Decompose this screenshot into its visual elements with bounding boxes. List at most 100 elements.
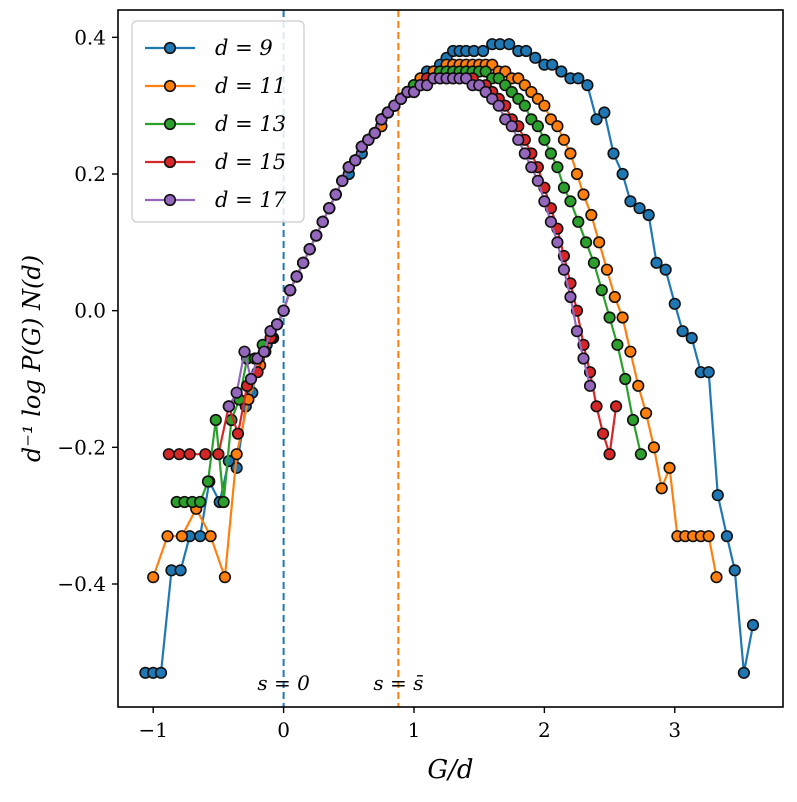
data-point xyxy=(564,147,577,160)
data-point xyxy=(595,284,608,297)
data-point xyxy=(546,58,559,71)
data-point xyxy=(257,345,271,358)
data-point xyxy=(557,263,571,276)
legend-label: d = 17 xyxy=(215,188,287,212)
data-point xyxy=(598,106,611,119)
legend-swatch-marker xyxy=(163,117,177,131)
data-point xyxy=(632,379,645,392)
legend-box xyxy=(131,20,305,223)
legend-item-0: d = 9 xyxy=(145,36,273,60)
data-point xyxy=(529,51,542,64)
legend-item-3: d = 15 xyxy=(145,150,286,174)
data-point xyxy=(624,345,637,358)
data-point xyxy=(520,44,533,58)
data-point xyxy=(329,188,342,201)
data-point xyxy=(581,79,594,92)
data-point xyxy=(564,290,577,304)
data-point xyxy=(572,215,585,228)
data-point xyxy=(503,38,516,51)
data-point xyxy=(616,311,629,324)
data-point xyxy=(544,147,558,160)
data-point xyxy=(209,413,222,427)
vline-label-0: s = 0 xyxy=(257,671,310,695)
legend-swatch-marker xyxy=(163,193,177,207)
x-tick-label-1: 0 xyxy=(277,718,290,742)
data-point xyxy=(303,243,316,256)
data-point xyxy=(551,120,564,133)
data-point xyxy=(619,372,632,386)
data-point xyxy=(505,120,518,133)
data-point xyxy=(270,318,284,331)
data-point xyxy=(607,147,620,160)
data-point xyxy=(711,489,724,502)
data-point xyxy=(600,263,614,276)
data-point xyxy=(633,202,646,215)
y-tick-label-3: 0.2 xyxy=(74,162,106,186)
data-point xyxy=(737,666,750,679)
y-tick-label-4: 0.4 xyxy=(74,25,106,49)
data-point xyxy=(676,325,689,338)
x-tick-label-4: 3 xyxy=(668,718,681,742)
vline-label-1: s = s̄ xyxy=(373,671,423,695)
data-point xyxy=(201,475,215,488)
data-point xyxy=(531,174,544,187)
y-tick-label-1: −0.2 xyxy=(57,435,106,459)
data-point xyxy=(336,174,349,187)
data-point xyxy=(147,571,160,584)
data-point xyxy=(194,495,207,509)
data-point xyxy=(154,666,168,679)
x-tick-label-2: 1 xyxy=(408,718,421,742)
data-point xyxy=(544,215,558,228)
legend-swatch-marker xyxy=(163,79,177,93)
data-point xyxy=(580,236,593,249)
data-point xyxy=(702,366,715,379)
data-point xyxy=(297,256,310,269)
data-point xyxy=(596,427,610,440)
data-point xyxy=(218,571,232,584)
data-point xyxy=(538,195,551,208)
data-point xyxy=(512,133,525,146)
data-point xyxy=(230,386,243,399)
legend-swatch-marker xyxy=(163,41,177,55)
data-point xyxy=(199,448,212,461)
data-point xyxy=(746,618,760,632)
data-point xyxy=(642,208,655,222)
legend-label: d = 15 xyxy=(215,150,286,174)
data-point xyxy=(608,290,621,304)
data-point xyxy=(323,202,336,215)
data-point xyxy=(603,448,616,461)
legend-label: d = 13 xyxy=(215,112,286,136)
data-point xyxy=(174,564,187,577)
data-point xyxy=(290,270,303,283)
data-point xyxy=(583,379,597,392)
data-point xyxy=(570,325,584,338)
data-point xyxy=(349,154,362,167)
data-point xyxy=(624,195,637,208)
data-point xyxy=(626,413,640,427)
data-point xyxy=(587,256,601,269)
data-point xyxy=(316,215,329,228)
data-point xyxy=(655,482,668,495)
data-point xyxy=(492,99,505,112)
y-tick-label-2: 0.0 xyxy=(74,299,106,323)
data-point xyxy=(720,530,734,543)
legend: d = 9 d = 11 d = 13 d = 15 d = 17 xyxy=(131,20,305,223)
data-point xyxy=(212,448,225,461)
axes: s = 0 s = s̄ −1 0 1 2 3 −0.4 −0.2 0.0 0.2 0.4 G/d d⁻¹… xyxy=(18,25,681,785)
x-tick-label-3: 2 xyxy=(538,718,551,742)
data-point xyxy=(555,65,568,78)
data-point xyxy=(611,338,624,351)
legend-item-4: d = 17 xyxy=(145,188,287,212)
legend-label: d = 11 xyxy=(215,74,286,98)
data-point xyxy=(616,167,629,181)
x-tick-label-0: −1 xyxy=(138,718,167,742)
data-point xyxy=(647,441,661,454)
data-point xyxy=(634,448,647,461)
data-point xyxy=(525,161,538,174)
data-point xyxy=(728,564,741,577)
data-point xyxy=(702,530,715,543)
data-point xyxy=(222,400,235,413)
data-point xyxy=(183,448,196,461)
